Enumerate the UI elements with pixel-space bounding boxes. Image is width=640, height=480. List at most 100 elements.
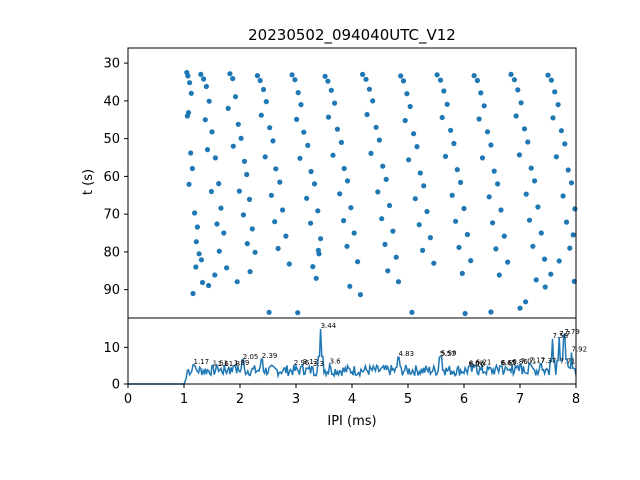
raster-point xyxy=(404,91,410,97)
raster-point xyxy=(462,310,468,317)
raster-point xyxy=(268,192,274,198)
bottom-x-tick-label: 8 xyxy=(572,392,580,407)
raster-point xyxy=(295,310,301,316)
raster-point xyxy=(565,167,571,173)
peak-label: 4.83 xyxy=(399,350,415,358)
raster-point xyxy=(230,143,236,149)
top-y-tick-label: 50 xyxy=(103,132,120,147)
raster-point xyxy=(192,210,198,216)
raster-point xyxy=(322,73,328,79)
raster-point xyxy=(298,102,304,108)
raster-point xyxy=(188,150,194,156)
bottom-x-tick-label: 7 xyxy=(516,392,524,407)
raster-point xyxy=(355,259,361,265)
raster-point xyxy=(273,166,279,172)
raster-point xyxy=(216,248,222,254)
raster-point xyxy=(235,121,241,127)
raster-point xyxy=(224,265,230,271)
raster-point xyxy=(196,251,202,257)
raster-point xyxy=(238,135,244,141)
bottom-x-tick-label: 0 xyxy=(124,392,132,407)
raster-point xyxy=(328,87,334,93)
raster-point xyxy=(441,88,447,94)
raster-point xyxy=(286,261,292,267)
raster-point xyxy=(517,305,523,311)
peak-label: 3.44 xyxy=(321,322,337,330)
raster-point xyxy=(379,216,385,222)
raster-point xyxy=(311,181,318,187)
raster-point xyxy=(560,193,566,199)
raster-point xyxy=(486,194,492,200)
raster-point xyxy=(332,100,338,106)
raster-point xyxy=(316,251,322,257)
raster-point xyxy=(347,283,353,289)
raster-point xyxy=(511,77,517,83)
peak-label: 3.3 xyxy=(313,360,324,368)
raster-point xyxy=(234,279,240,285)
raster-point xyxy=(216,181,222,187)
raster-point xyxy=(550,115,556,121)
raster-point xyxy=(496,272,502,278)
bottom-x-tick-label: 5 xyxy=(404,392,412,407)
raster-point xyxy=(417,170,423,176)
raster-point xyxy=(385,268,391,274)
raster-point xyxy=(201,76,207,82)
raster-point xyxy=(263,99,269,105)
raster-point xyxy=(525,139,531,145)
raster-point xyxy=(437,77,444,83)
raster-point xyxy=(266,309,272,315)
raster-point xyxy=(257,77,263,84)
peak-label: 1.8 xyxy=(229,360,240,368)
raster-point xyxy=(474,77,480,84)
top-y-axis: 30 40 50 60 70 80 90 xyxy=(103,57,128,298)
raster-point xyxy=(267,125,273,131)
bottom-axes: 0 1 2 3 4 5 6 7 8 0 10 xyxy=(103,341,580,407)
raster-point xyxy=(214,221,220,227)
raster-point xyxy=(246,196,253,202)
raster-point xyxy=(252,249,258,255)
peak-label: 6.67 xyxy=(502,359,518,367)
raster-point xyxy=(184,113,190,119)
bottom-x-tick-label: 1 xyxy=(180,392,188,407)
raster-point xyxy=(518,100,524,106)
raster-point xyxy=(478,90,484,96)
raster-point xyxy=(427,235,433,241)
raster-point xyxy=(542,256,548,262)
raster-point xyxy=(454,167,460,173)
raster-point xyxy=(495,181,501,187)
raster-point xyxy=(289,72,295,78)
bottom-x-tick-label: 6 xyxy=(460,392,468,407)
peak-label: 7.01 xyxy=(521,358,537,366)
raster-point xyxy=(209,129,215,135)
raster-point xyxy=(294,116,300,122)
raster-point xyxy=(272,219,278,225)
raster-point xyxy=(212,272,218,278)
raster-point xyxy=(187,80,193,86)
raster-point xyxy=(488,142,494,148)
raster-point xyxy=(348,205,354,211)
raster-point xyxy=(548,271,554,277)
raster-point xyxy=(532,178,538,184)
raster-point xyxy=(260,86,267,93)
raster-point xyxy=(459,270,465,276)
raster-point xyxy=(194,224,200,230)
raster-point xyxy=(393,254,399,260)
raster-point xyxy=(456,244,462,250)
raster-point xyxy=(212,155,218,161)
raster-point xyxy=(227,71,233,77)
raster-point xyxy=(451,140,457,147)
raster-point xyxy=(493,246,499,252)
raster-point xyxy=(538,230,544,236)
raster-point xyxy=(552,89,558,95)
raster-point xyxy=(439,114,445,121)
raster-point xyxy=(244,171,250,178)
chart-title: 20230502_094040UTC_V12 xyxy=(248,26,456,45)
peak-label: 6.21 xyxy=(476,358,492,366)
raster-point xyxy=(313,275,319,281)
raster-point xyxy=(190,290,196,297)
raster-point xyxy=(468,258,474,264)
raster-point xyxy=(292,77,298,83)
top-y-axis-label: t (s) xyxy=(81,169,96,195)
raster-point xyxy=(567,245,573,251)
raster-point xyxy=(363,76,369,82)
